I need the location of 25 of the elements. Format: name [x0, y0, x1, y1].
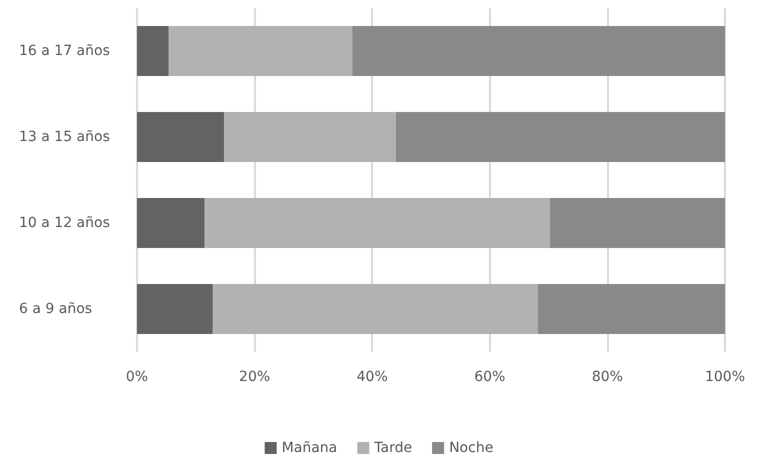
bar	[204, 198, 550, 248]
y-tick-label: 6 a 9 años	[19, 301, 92, 317]
legend-label: Tarde	[373, 440, 412, 456]
bar	[137, 198, 205, 248]
y-tick-label: 10 a 12 años	[19, 215, 110, 231]
y-tick-label: 16 a 17 años	[19, 43, 110, 59]
legend-label: Noche	[449, 440, 494, 456]
bar	[168, 26, 352, 76]
x-tick-label: 0%	[126, 369, 148, 385]
x-tick-label: 60%	[474, 369, 506, 385]
bar	[538, 284, 725, 334]
x-tick-label: 80%	[592, 369, 623, 385]
bar	[137, 26, 169, 76]
bar	[212, 284, 538, 334]
bar	[137, 284, 213, 334]
bar	[396, 112, 725, 162]
x-tick-label: 100%	[704, 369, 746, 385]
x-tick-label: 20%	[239, 369, 270, 385]
bar	[352, 26, 725, 76]
y-tick-label: 13 a 15 años	[19, 129, 110, 145]
x-tick-label: 40%	[356, 369, 388, 385]
bar	[550, 198, 725, 248]
bar	[224, 112, 396, 162]
legend-label: Mañana	[282, 440, 338, 456]
bar	[137, 112, 224, 162]
